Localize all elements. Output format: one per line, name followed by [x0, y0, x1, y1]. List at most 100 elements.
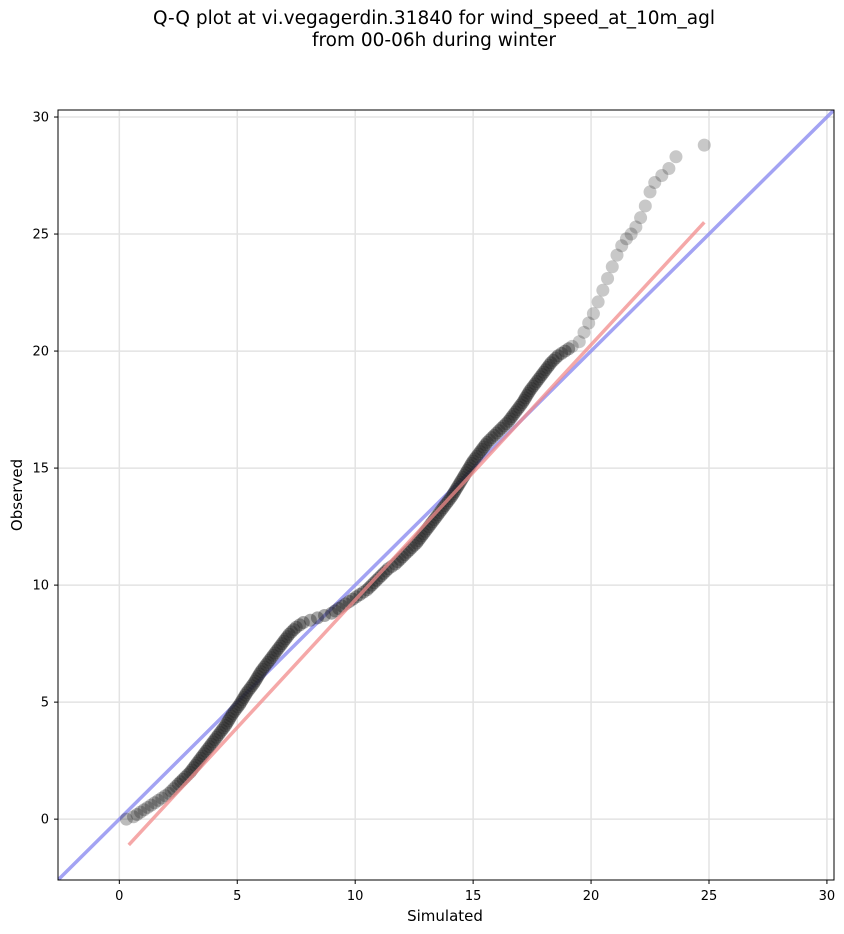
quantile-point [211, 728, 225, 742]
quantile-point [256, 662, 270, 676]
quantile-point [410, 536, 424, 550]
chart-title: Q-Q plot at vi.vegagerdin.31840 for wind… [0, 8, 844, 52]
quantile-point [204, 737, 218, 751]
quantile-point [562, 342, 576, 356]
y-axis-label: Observed [8, 459, 26, 531]
quantile-point [287, 623, 301, 637]
quantile-point [551, 349, 565, 363]
quantile-point [615, 239, 629, 253]
quantile-point [517, 393, 531, 407]
quantile-point [197, 747, 211, 761]
quantile-point [238, 688, 252, 702]
quantile-point [252, 667, 266, 681]
quantile-point [518, 391, 532, 405]
quantile-point [325, 606, 339, 620]
quantile-point [247, 676, 261, 690]
quantile-point [201, 742, 215, 756]
y-tick-label: 5 [41, 696, 49, 711]
quantile-point [293, 618, 307, 632]
quantile-point [638, 199, 652, 213]
quantile-point [530, 374, 544, 388]
x-tick-label: 10 [347, 889, 364, 904]
quantile-point [296, 616, 310, 630]
quantile-point [516, 396, 530, 410]
quantile-point [525, 382, 539, 396]
quantile-point [221, 714, 235, 728]
quantile-point [697, 138, 711, 152]
quantile-point [624, 227, 638, 241]
quantile-point [662, 162, 676, 176]
quantile-point [479, 438, 493, 452]
quantile-point [509, 405, 523, 419]
quantile-point [215, 723, 229, 737]
quantile-point [433, 506, 447, 520]
quantile-point [376, 566, 390, 580]
quantile-point [203, 740, 217, 754]
quantile-point [532, 372, 546, 386]
quantile-point [526, 379, 540, 393]
quantile-point [158, 789, 172, 803]
quantile-point [514, 398, 528, 412]
quantile-point [134, 805, 148, 819]
chart-title-line-2: from 00-06h during winter [311, 30, 557, 51]
quantile-point [490, 426, 504, 440]
quantile-point [303, 613, 317, 627]
chart-title-line-1: Q-Q plot at vi.vegagerdin.31840 for wind… [152, 8, 715, 29]
quantile-point [372, 571, 386, 585]
quantile-point [619, 232, 633, 246]
quantile-point [227, 704, 241, 718]
quantile-point [505, 410, 519, 424]
quantile-point [130, 807, 144, 821]
quantile-point [634, 211, 648, 225]
quantile-point [610, 248, 624, 262]
quantile-point [572, 335, 586, 349]
quantile-point [499, 417, 513, 431]
quantile-point [144, 798, 158, 812]
quantile-point [231, 700, 245, 714]
quantile-point [217, 721, 231, 735]
quantile-point [480, 435, 494, 449]
quantile-point [487, 428, 501, 442]
quantile-point [213, 726, 227, 740]
quantile-point [233, 697, 247, 711]
quantile-point [558, 344, 572, 358]
quantile-point [521, 386, 535, 400]
quantile-point [234, 695, 248, 709]
quantile-point [235, 693, 249, 707]
quantile-point [669, 150, 683, 164]
quantile-point [264, 651, 278, 665]
quantile-point [643, 185, 657, 199]
quantile-point [289, 620, 303, 634]
identity-line [58, 110, 834, 880]
quantile-point [494, 421, 508, 435]
quantile-point [465, 456, 479, 470]
quantile-point [510, 403, 524, 417]
quantile-point [503, 412, 517, 426]
quantile-point [275, 637, 289, 651]
x-tick-label: 5 [233, 889, 241, 904]
quantile-point [507, 407, 521, 421]
quantile-point [367, 576, 381, 590]
quantile-point [577, 325, 591, 339]
grid [58, 110, 834, 880]
quantile-point [453, 475, 467, 489]
quantile-point [539, 363, 553, 377]
quantile-point [273, 639, 287, 653]
quantile-point [259, 658, 273, 672]
quantile-point [523, 384, 537, 398]
axis-ticks: 0 5 10 15 20 25 30 0 5 10 15 20 25 30 [32, 111, 835, 904]
quantile-point [533, 370, 547, 384]
quantile-point [475, 442, 489, 456]
y-tick-label: 15 [32, 462, 49, 477]
quantile-point [502, 414, 516, 428]
quantile-point [540, 360, 554, 374]
quantile-point [492, 424, 506, 438]
quantile-point [248, 674, 262, 688]
x-tick-label: 30 [819, 889, 836, 904]
y-tick-label: 20 [32, 345, 49, 360]
quantile-point [208, 733, 222, 747]
y-tick-label: 0 [41, 813, 49, 828]
quantile-point [318, 609, 332, 623]
quantile-point [250, 672, 264, 686]
